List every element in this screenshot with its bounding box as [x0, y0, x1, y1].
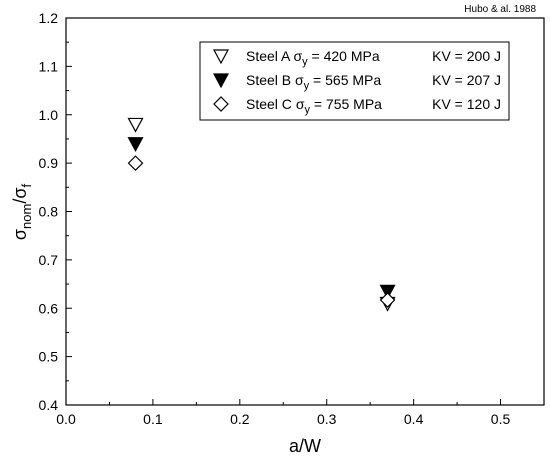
y-tick-label: 0.8 [39, 204, 59, 220]
x-tick-label: 0.0 [56, 411, 76, 427]
legend-yield: = 420 MPa [308, 48, 380, 64]
y-axis: 0.4 0.5 0.6 0.7 0.8 0.9 1.0 1.1 1.2 [39, 10, 72, 413]
legend-label: Steel A σy = 420 MPa [246, 48, 380, 68]
y-tick-label: 0.4 [39, 397, 59, 413]
data-point-series-2 [127, 137, 144, 153]
y-tick-label: 0.6 [39, 300, 59, 316]
x-tick-label: 0.4 [404, 411, 424, 427]
legend-sigma: σ [296, 96, 305, 112]
legend-kv: KV = 207 J [432, 72, 501, 88]
y-tick-label: 0.9 [39, 155, 59, 171]
y-tick-label: 1.2 [39, 10, 59, 26]
data-point-series-1 [127, 117, 144, 133]
x-tick-label: 0.3 [317, 411, 337, 427]
x-tick-label: 0.2 [230, 411, 250, 427]
y-axis-title-sub2: f [19, 184, 34, 188]
data-point-series-3 [127, 155, 144, 171]
legend-kv: KV = 200 J [432, 48, 501, 64]
legend-marker-series-1 [212, 49, 230, 65]
legend-sigma-sub: y [302, 56, 308, 68]
y-tick-label: 0.5 [39, 349, 59, 365]
legend-sigma: σ [295, 72, 304, 88]
legend-series-name: Steel B [246, 72, 295, 88]
legend-sigma-sub: y [304, 104, 310, 116]
legend-series-name: Steel A [246, 48, 293, 64]
legend-kv: KV = 120 J [432, 96, 501, 112]
legend-label: Steel C σy = 755 MPa [246, 96, 382, 116]
legend-sigma: σ [293, 48, 302, 64]
legend-series-name: Steel C [246, 96, 296, 112]
y-axis-title: σnom/σf [10, 184, 34, 241]
data-marks [127, 117, 396, 312]
x-axis: 0.0 0.1 0.2 0.3 0.4 0.5 [56, 399, 510, 427]
y-axis-title-mid: /σ [10, 188, 30, 204]
legend-yield: = 565 MPa [309, 72, 381, 88]
source-note: Hubo & al. 1988 [464, 4, 536, 15]
legend-marker-series-3 [213, 96, 229, 112]
legend-yield: = 755 MPa [310, 96, 382, 112]
data-point-series-2 [379, 284, 396, 300]
data-point-series-3 [379, 292, 396, 308]
legend-box [199, 41, 510, 121]
y-axis-title-sigma: σ [10, 229, 30, 240]
legend-sigma-sub: y [304, 80, 310, 92]
legend-label: Steel B σy = 565 MPa [246, 72, 381, 92]
x-axis-title: a/W [289, 436, 321, 456]
x-tick-label: 0.5 [491, 411, 511, 427]
y-tick-label: 0.7 [39, 252, 59, 268]
y-tick-label: 1.0 [39, 107, 59, 123]
x-tick-label: 0.1 [143, 411, 163, 427]
legend-marker-series-2 [212, 73, 230, 89]
y-axis-title-sub1: nom [19, 204, 34, 229]
y-tick-label: 1.1 [39, 58, 59, 74]
